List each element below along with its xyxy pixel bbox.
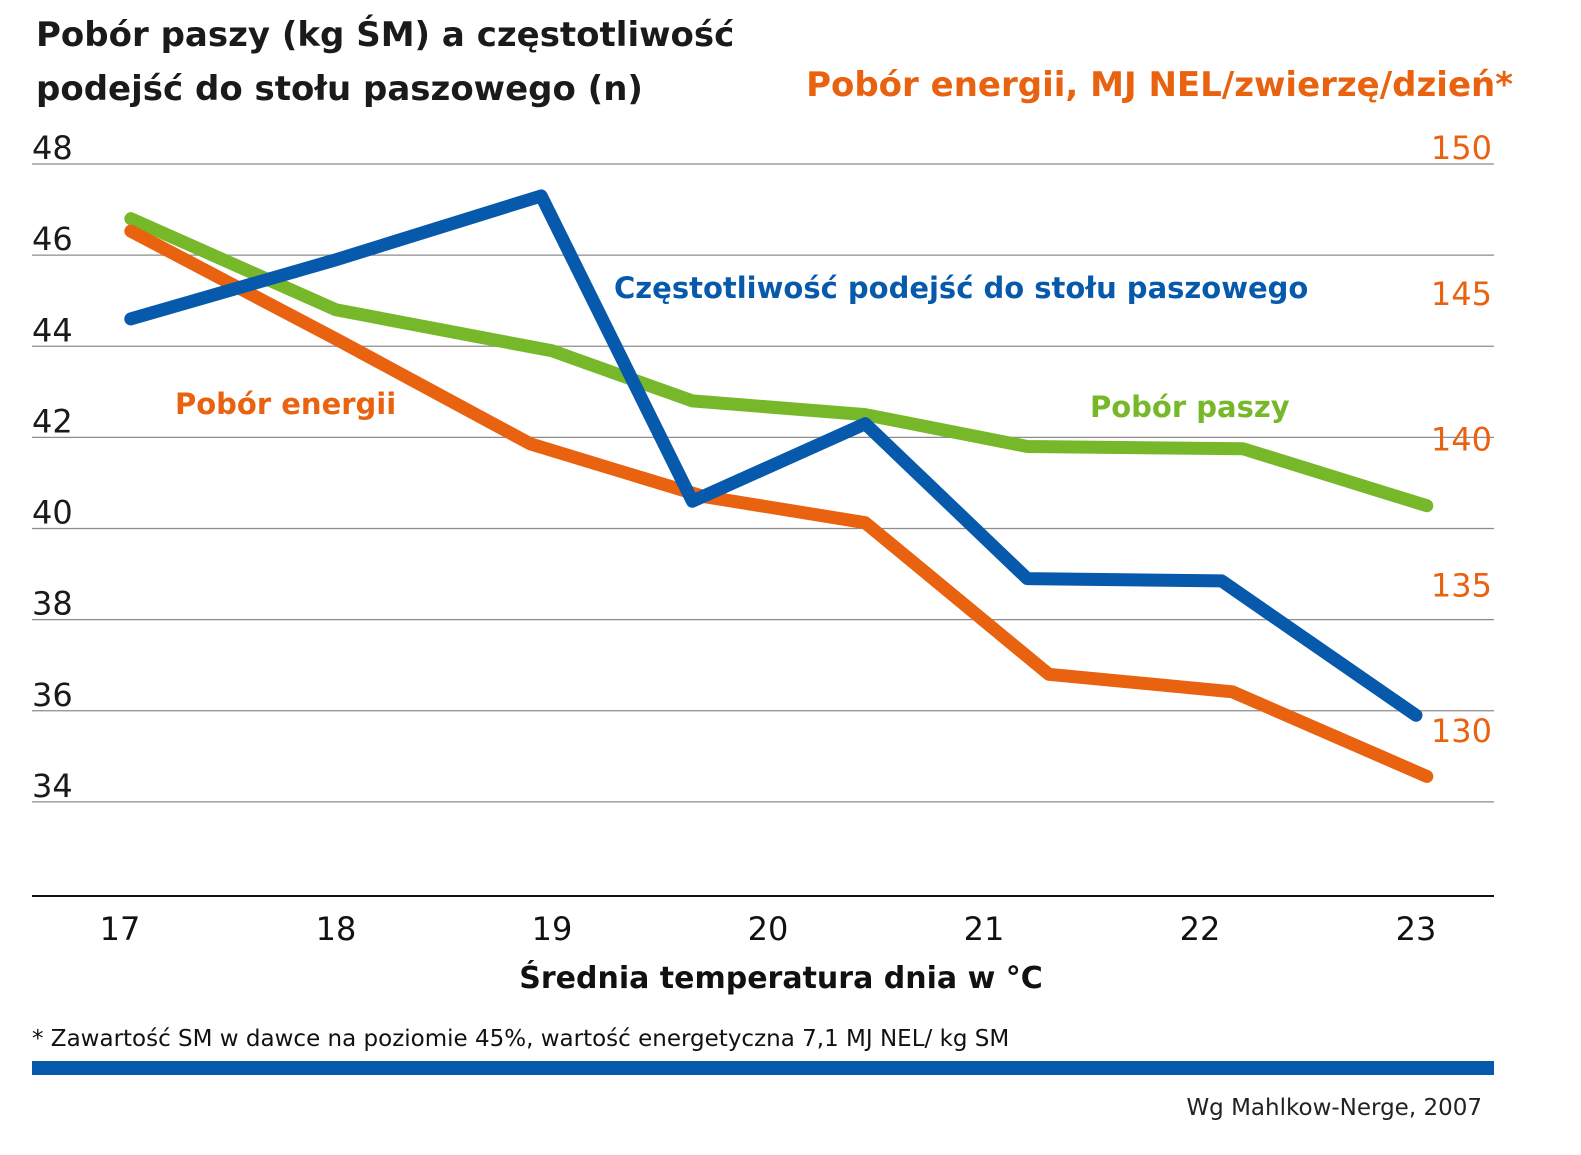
series-line-energy bbox=[124, 224, 1434, 783]
x-axis-label: Średnia temperatura dnia w °C bbox=[519, 959, 1043, 996]
y-left-tick-label: 40 bbox=[32, 494, 73, 532]
footnote: * Zawartość SM w dawce na poziomie 45%, … bbox=[32, 1026, 1009, 1052]
x-tick-label: 21 bbox=[964, 910, 1005, 948]
bottom-bar bbox=[32, 1061, 1494, 1075]
y-left-tick-label: 44 bbox=[32, 311, 73, 349]
series-label-feed: Pobór paszy bbox=[1090, 390, 1290, 424]
y-left-tick-label: 36 bbox=[32, 676, 73, 714]
series-label-visits: Częstotliwość podejść do stołu paszowego bbox=[614, 271, 1308, 305]
left-axis-ticks: 48 46 44 42 40 38 36 34 bbox=[32, 129, 73, 805]
series-layer bbox=[124, 189, 1434, 783]
title-left-line1: Pobór paszy (kg ŚM) a częstotliwość bbox=[36, 14, 734, 55]
x-tick-label: 20 bbox=[748, 910, 789, 948]
right-axis-ticks: 150 145 140 135 130 bbox=[1431, 129, 1492, 750]
y-right-tick-label: 140 bbox=[1431, 421, 1492, 459]
x-axis-ticks: 17 18 19 20 21 22 23 bbox=[100, 910, 1437, 948]
y-left-tick-label: 34 bbox=[32, 767, 73, 805]
x-tick-label: 18 bbox=[316, 910, 357, 948]
x-tick-label: 22 bbox=[1180, 910, 1221, 948]
title-left-line2: podejść do stołu paszowego (n) bbox=[36, 69, 643, 109]
source-credit: Wg Mahlkow-Nerge, 2007 bbox=[1186, 1095, 1482, 1121]
x-tick-label: 23 bbox=[1396, 910, 1437, 948]
series-label-energy: Pobór energii bbox=[175, 387, 396, 421]
x-tick-label: 17 bbox=[100, 910, 141, 948]
y-right-tick-label: 145 bbox=[1431, 275, 1492, 313]
y-right-tick-label: 130 bbox=[1431, 712, 1492, 750]
x-tick-label: 19 bbox=[532, 910, 573, 948]
series-line-feed bbox=[124, 212, 1434, 513]
y-left-tick-label: 38 bbox=[32, 585, 73, 623]
series-line-visits bbox=[124, 189, 1423, 722]
y-left-tick-label: 46 bbox=[32, 220, 73, 258]
y-left-tick-label: 48 bbox=[32, 129, 73, 167]
y-right-tick-label: 135 bbox=[1431, 566, 1492, 604]
title-right: Pobór energii, MJ NEL/zwierzę/dzień* bbox=[806, 65, 1513, 105]
grid-layer bbox=[32, 163, 1494, 803]
y-right-tick-label: 150 bbox=[1431, 129, 1492, 167]
y-left-tick-label: 42 bbox=[32, 402, 73, 440]
